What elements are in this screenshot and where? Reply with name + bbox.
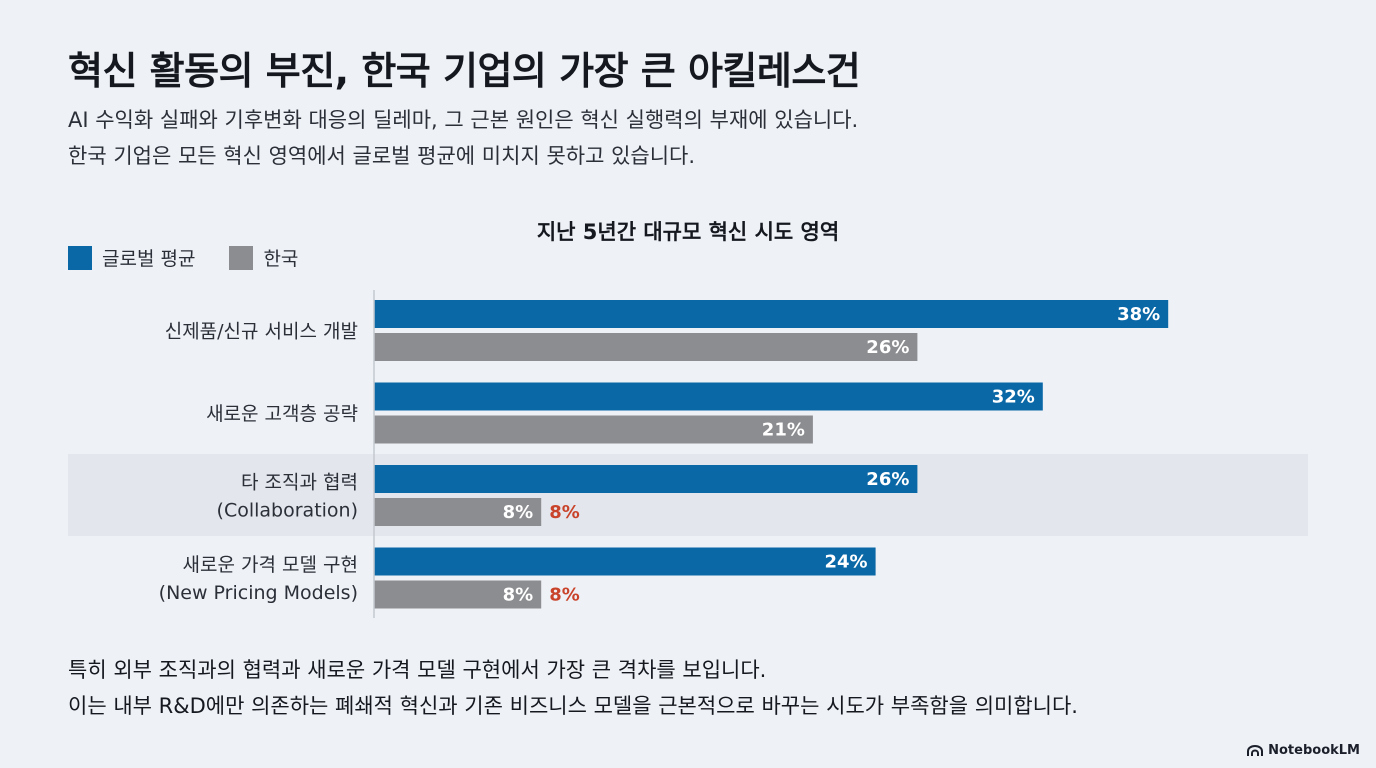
category-label-0-0: 신제품/신규 서비스 개발 bbox=[165, 321, 358, 343]
chart-legend: 글로벌 평균 한국 bbox=[68, 244, 332, 271]
annotation-label-1: 8% bbox=[549, 585, 580, 606]
chart-title: 지난 5년간 대규모 혁신 시도 영역 bbox=[536, 220, 840, 244]
legend-label-global: 글로벌 평균 bbox=[102, 248, 196, 270]
bar-1-2 bbox=[374, 498, 542, 526]
bar-label-0-0: 38% bbox=[1117, 304, 1160, 325]
category-label-3-0: 새로운 가격 모델 구현 bbox=[183, 554, 358, 576]
bar-label-1-0: 26% bbox=[866, 337, 909, 358]
bar-1-0 bbox=[374, 333, 918, 361]
bar-label-0-1: 32% bbox=[992, 387, 1035, 408]
notebooklm-logo-icon bbox=[1247, 744, 1264, 756]
legend-item-korea: 한국 bbox=[229, 244, 298, 271]
brand-name: NotebookLM bbox=[1268, 743, 1360, 758]
category-label-2-1: (Collaboration) bbox=[217, 500, 358, 522]
bar-label-1-1: 21% bbox=[762, 420, 805, 441]
footer-line-2: 이는 내부 R&D에만 의존하는 폐쇄적 혁신과 기존 비즈니스 모델을 근본적… bbox=[68, 694, 1078, 718]
category-label-1-0: 새로운 고객층 공략 bbox=[206, 403, 358, 425]
bar-label-1-2: 8% bbox=[503, 502, 534, 523]
category-label-2-0: 타 조직과 협력 bbox=[241, 472, 358, 494]
footer-line-1: 특히 외부 조직과의 협력과 새로운 가격 모델 구현에서 가장 큰 격차를 보… bbox=[68, 658, 767, 682]
annotation-label-0: 8% bbox=[549, 502, 580, 523]
page-title: 혁신 활동의 부진, 한국 기업의 가장 큰 아킬레스건 bbox=[68, 49, 861, 93]
category-label-3-1: (New Pricing Models) bbox=[159, 582, 358, 604]
bar-0-0 bbox=[374, 300, 1169, 328]
subtitle-line-2: 한국 기업은 모든 혁신 영역에서 글로벌 평균에 미치지 못하고 있습니다. bbox=[68, 144, 696, 168]
legend-swatch-korea bbox=[229, 245, 254, 270]
bar-label-0-2: 26% bbox=[866, 469, 909, 490]
legend-label-korea: 한국 bbox=[263, 248, 299, 270]
subtitle-line-1: AI 수익화 실패와 기후변화 대응의 딜레마, 그 근본 원인은 혁신 실행력… bbox=[68, 108, 859, 132]
bar-1-1 bbox=[374, 415, 813, 444]
legend-swatch-global bbox=[68, 245, 92, 270]
bar-0-2 bbox=[374, 465, 918, 493]
bar-0-1 bbox=[374, 382, 1043, 411]
bar-label-1-3: 8% bbox=[503, 585, 534, 606]
bar-0-3 bbox=[374, 547, 876, 576]
legend-item-global: 글로벌 평균 bbox=[68, 244, 195, 271]
bar-1-3 bbox=[374, 580, 542, 609]
brand-watermark: NotebookLM bbox=[1247, 743, 1360, 758]
bar-label-0-3: 24% bbox=[825, 552, 868, 573]
